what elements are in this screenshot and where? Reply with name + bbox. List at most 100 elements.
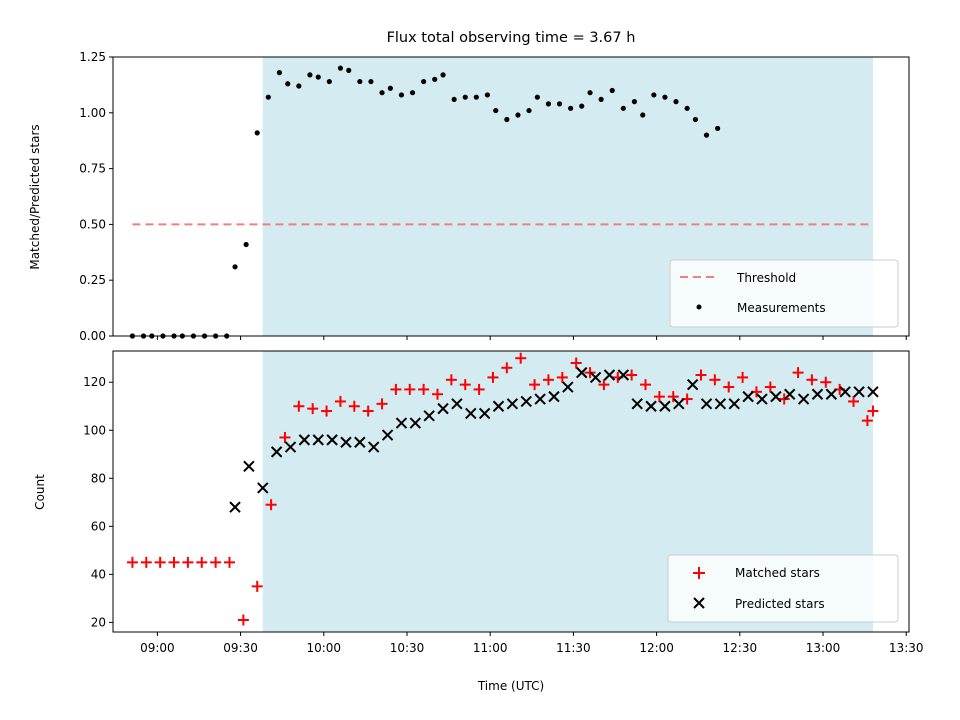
- top-legend-box: [669, 259, 899, 328]
- x-tick-label: 11:00: [473, 641, 508, 655]
- matched-stars-point: [598, 379, 610, 391]
- matched-stars-point: [626, 369, 638, 381]
- measurement-point: [451, 96, 457, 103]
- measurement-point: [526, 107, 532, 114]
- measurement-point: [504, 116, 510, 123]
- matched-stars-point: [473, 383, 485, 395]
- measurement-point: [440, 72, 446, 78]
- matched-stars-point: [806, 374, 818, 386]
- matched-stars-point: [487, 371, 499, 383]
- predicted-stars-point: [229, 501, 241, 513]
- predicted-stars-point: [284, 441, 297, 453]
- predicted-stars-point: [853, 386, 865, 398]
- matched-stars-point: [667, 391, 679, 403]
- matched-stars-point: [820, 376, 832, 388]
- measurement-point: [315, 74, 321, 80]
- chart-title: Flux total observing time = 3.67 h: [387, 30, 636, 46]
- x-tick-label: 10:30: [390, 641, 425, 655]
- measurement-point: [265, 94, 271, 100]
- matched-stars-point: [348, 400, 360, 412]
- predicted-stars-point: [520, 395, 532, 408]
- predicted-stars-point: [797, 393, 810, 405]
- measurement-point: [421, 78, 427, 85]
- measurement-point: [534, 94, 540, 100]
- predicted-stars-point: [742, 390, 754, 403]
- measurement-point: [432, 76, 438, 82]
- predicted-stars-point: [451, 398, 463, 410]
- predicted-stars-point: [506, 398, 519, 410]
- matched-stars-point: [404, 383, 416, 395]
- measurement-point: [631, 99, 638, 105]
- top-x-axis: [156, 336, 907, 340]
- predicted-stars-point: [478, 407, 491, 420]
- predicted-stars-point: [354, 436, 366, 448]
- measurement-point: [651, 92, 657, 98]
- matched-stars-point: [307, 403, 319, 415]
- measurement-point: [285, 81, 291, 87]
- x-tick-label: 13:30: [889, 641, 924, 655]
- top-y-tick-label: 0.00: [79, 329, 106, 343]
- measurement-point: [398, 92, 405, 98]
- matched-stars-point: [556, 371, 568, 383]
- predicted-stars-point: [756, 393, 768, 405]
- predicted-stars-point: [437, 402, 449, 415]
- matched-stars-point: [321, 405, 333, 417]
- x-tick-label: 09:30: [223, 641, 258, 655]
- top-y-tick-label: 1.00: [79, 106, 106, 120]
- matched-stars-point: [653, 391, 665, 403]
- matched-stars-point: [570, 357, 582, 369]
- matched-stars-point: [459, 379, 471, 391]
- legend-matched-label: Matched stars: [735, 566, 820, 580]
- measurement-point: [556, 101, 563, 107]
- top-y-axis: 0.00 0.25 0.50 0.75 1.00 1.25: [79, 50, 113, 343]
- predicted-stars-point: [243, 460, 255, 472]
- predicted-stars-point: [867, 386, 879, 398]
- measurement-point: [254, 130, 260, 136]
- predicted-stars-point: [700, 398, 713, 410]
- matched-stars-point: [279, 431, 291, 443]
- measurement-point: [684, 105, 690, 111]
- measurement-point: [379, 90, 385, 96]
- count-points: [126, 352, 879, 626]
- bottom-plot-frame: [112, 350, 910, 633]
- top-y-tick-label: 0.25: [79, 273, 106, 287]
- predicted-stars-point: [562, 381, 574, 393]
- predicted-stars-point: [534, 393, 546, 405]
- top-y-tick-label: 0.50: [79, 217, 106, 231]
- predicted-stars-point: [492, 400, 505, 412]
- matched-stars-point: [867, 405, 879, 417]
- x-axis-label: Time (UTC): [477, 679, 544, 693]
- matched-stars-point: [848, 395, 860, 407]
- matched-stars-point: [265, 499, 277, 511]
- matched-stars-point: [584, 367, 596, 379]
- x-tick-label: 10:00: [306, 641, 341, 655]
- predicted-stars-point: [770, 390, 782, 403]
- measurement-point: [462, 94, 468, 100]
- predicted-stars-point: [298, 434, 311, 446]
- predicted-stars-point: [631, 398, 643, 410]
- matched-stars-point: [529, 379, 541, 391]
- matched-stars-point: [709, 374, 721, 386]
- matched-stars-point: [251, 580, 263, 592]
- legend-measurements-swatch: [696, 304, 702, 310]
- predicted-stars-point: [465, 407, 477, 420]
- predicted-stars-point: [645, 400, 657, 412]
- measurement-point: [545, 101, 552, 107]
- measurement-point: [346, 67, 352, 73]
- matched-stars-point: [126, 556, 138, 568]
- predicted-stars-point: [409, 417, 422, 429]
- bottom-y-tick-label: 40: [91, 567, 106, 581]
- matched-stars-point: [432, 388, 444, 400]
- top-y-axis-label: Matched/Predicted stars: [28, 124, 42, 269]
- measurement-points: [129, 65, 721, 339]
- measurement-point: [296, 83, 302, 89]
- measurement-point: [587, 90, 593, 96]
- bottom-y-axis-label: Count: [33, 474, 47, 510]
- measurement-point: [307, 72, 313, 78]
- bottom-legend-box: [667, 554, 899, 623]
- measurement-point: [662, 94, 668, 100]
- measurement-point: [276, 70, 283, 76]
- legend-matched-swatch: [693, 567, 705, 579]
- measurement-point: [620, 105, 626, 111]
- matched-stars-point: [695, 369, 707, 381]
